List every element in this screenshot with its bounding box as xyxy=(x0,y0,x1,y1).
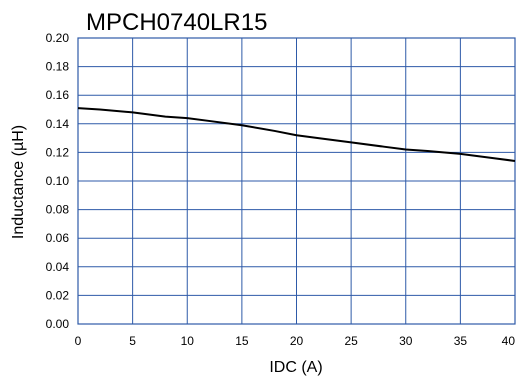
grid xyxy=(77,37,516,325)
x-tick-label: 40 xyxy=(502,334,516,348)
inductance-series-line xyxy=(77,107,516,162)
chart-title: MPCH0740LR15 xyxy=(86,9,267,36)
x-tick-label: 10 xyxy=(181,334,195,348)
y-tick-label: 0.18 xyxy=(46,60,70,74)
x-tick-label: 0 xyxy=(75,334,82,348)
series-group xyxy=(77,107,516,162)
y-tick-label: 0.20 xyxy=(46,31,70,45)
x-tick-label: 30 xyxy=(399,334,413,348)
x-axis-label: IDC (A) xyxy=(269,359,322,376)
y-tick-label: 0.14 xyxy=(46,117,70,131)
plot-border xyxy=(77,37,516,325)
y-tick-label: 0.12 xyxy=(46,145,70,159)
y-tick-label: 0.06 xyxy=(46,231,70,245)
x-tick-label: 20 xyxy=(290,334,304,348)
y-tick-label: 0.08 xyxy=(46,203,70,217)
y-tick-labels: 0.00 0.02 0.04 0.06 0.08 0.10 0.12 0.14 0.16 0.18… xyxy=(46,31,70,331)
x-tick-label: 35 xyxy=(454,334,468,348)
y-axis-label: Inductance (µH) xyxy=(10,125,27,239)
y-tick-label: 0.02 xyxy=(46,288,70,302)
y-tick-label: 0.04 xyxy=(46,260,70,274)
x-tick-label: 15 xyxy=(235,334,249,348)
y-tick-label: 0.00 xyxy=(46,317,70,331)
x-tick-label: 25 xyxy=(344,334,358,348)
y-tick-label: 0.16 xyxy=(46,88,70,102)
x-tick-labels: 0 5 10 15 20 25 30 35 40 xyxy=(75,334,516,348)
x-tick-label: 5 xyxy=(129,334,136,348)
y-tick-label: 0.10 xyxy=(46,174,70,188)
